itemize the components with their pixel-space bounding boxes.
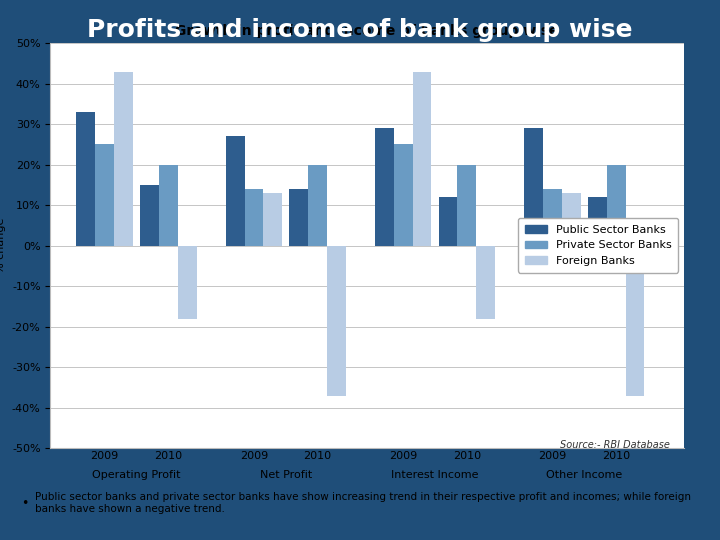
Bar [178,246,197,319]
Bar [245,189,264,246]
Bar [114,71,133,246]
Bar [562,193,580,246]
Text: Interest Income: Interest Income [391,470,479,481]
Text: Source:- RBI Database: Source:- RBI Database [559,440,670,450]
Y-axis label: % change: % change [0,218,6,273]
Bar [226,137,245,246]
Bar [264,193,282,246]
Bar [543,189,562,246]
Bar [524,128,543,246]
Bar [308,165,327,246]
Bar [95,144,114,246]
Bar [588,197,607,246]
Bar [626,246,644,395]
Text: Public sector banks and private sector banks have show increasing trend in their: Public sector banks and private sector b… [35,492,691,514]
Bar [438,197,457,246]
Text: •: • [22,497,29,510]
Bar [289,189,308,246]
Text: Operating Profit: Operating Profit [92,470,181,481]
Bar [159,165,178,246]
Bar [140,185,159,246]
Bar [607,165,626,246]
Bar [394,144,413,246]
Bar [413,71,431,246]
Bar [375,128,394,246]
Text: Profits and income of bank group wise: Profits and income of bank group wise [87,18,633,42]
Bar [76,112,95,246]
Legend: Public Sector Banks, Private Sector Banks, Foreign Banks: Public Sector Banks, Private Sector Bank… [518,218,678,273]
Bar [327,246,346,395]
Text: Net Profit: Net Profit [260,470,312,481]
Bar [457,165,476,246]
Text: Other Income: Other Income [546,470,622,481]
Title: Growth in profit and income of banks group wise: Growth in profit and income of banks gro… [176,24,559,38]
Bar [476,246,495,319]
